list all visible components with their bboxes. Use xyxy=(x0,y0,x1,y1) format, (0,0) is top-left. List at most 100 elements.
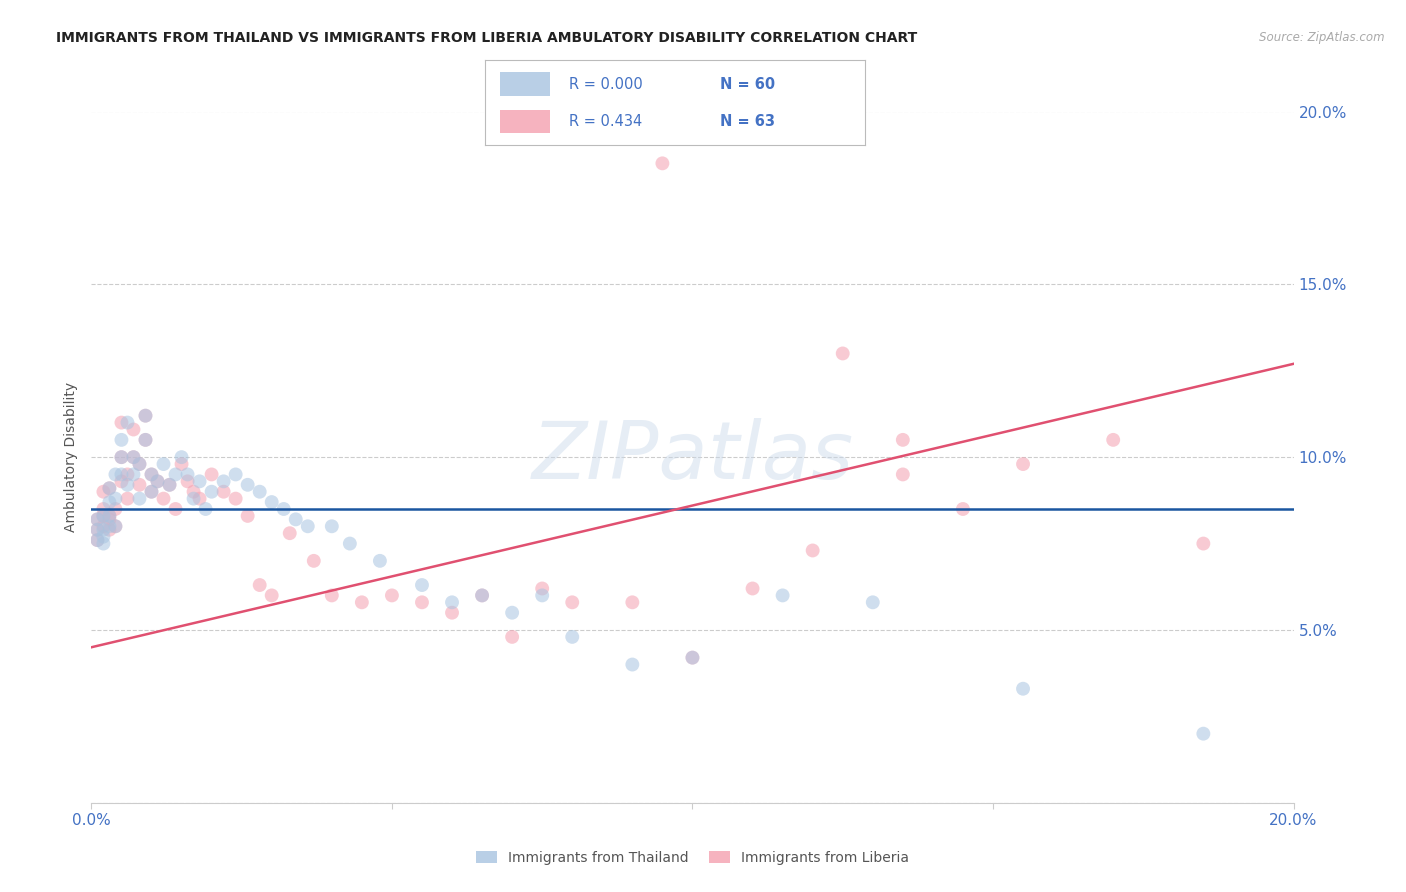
Point xyxy=(122,423,145,437)
Point xyxy=(152,491,174,506)
Point xyxy=(122,450,145,465)
Point xyxy=(98,495,121,509)
Point xyxy=(1012,457,1035,471)
Point xyxy=(117,491,139,506)
Point xyxy=(284,512,307,526)
Point xyxy=(104,491,127,506)
Point xyxy=(134,433,156,447)
Legend: Immigrants from Thailand, Immigrants from Liberia: Immigrants from Thailand, Immigrants fro… xyxy=(475,851,910,865)
Point xyxy=(501,606,523,620)
Point xyxy=(141,467,163,482)
Point xyxy=(260,495,283,509)
Point xyxy=(194,502,217,516)
Point xyxy=(188,491,211,506)
Point xyxy=(339,536,361,550)
Point xyxy=(134,433,156,447)
Point xyxy=(368,554,391,568)
Point xyxy=(411,578,433,592)
Point xyxy=(152,457,174,471)
Point xyxy=(122,450,145,465)
Point xyxy=(225,491,247,506)
Point xyxy=(249,484,271,499)
Point xyxy=(110,467,132,482)
Point xyxy=(297,519,319,533)
Point xyxy=(146,475,169,489)
Point xyxy=(1192,726,1215,740)
Point xyxy=(212,475,235,489)
Point xyxy=(561,595,583,609)
Point xyxy=(381,589,404,603)
Point xyxy=(188,475,211,489)
Point xyxy=(159,478,181,492)
Point xyxy=(741,582,763,596)
Point xyxy=(273,502,295,516)
Point xyxy=(93,523,115,537)
Point xyxy=(93,508,115,523)
Point xyxy=(1102,433,1125,447)
Point xyxy=(122,467,145,482)
Y-axis label: Ambulatory Disability: Ambulatory Disability xyxy=(65,382,79,533)
Point xyxy=(891,433,914,447)
Point xyxy=(93,484,115,499)
Point xyxy=(170,450,193,465)
Point xyxy=(321,519,343,533)
Point xyxy=(104,519,127,533)
Point xyxy=(110,433,132,447)
Point xyxy=(176,475,198,489)
Point xyxy=(236,478,259,492)
Point xyxy=(117,416,139,430)
Point xyxy=(93,530,115,544)
Point xyxy=(110,450,132,465)
Point xyxy=(128,491,150,506)
Point xyxy=(891,467,914,482)
Text: IMMIGRANTS FROM THAILAND VS IMMIGRANTS FROM LIBERIA AMBULATORY DISABILITY CORREL: IMMIGRANTS FROM THAILAND VS IMMIGRANTS F… xyxy=(56,31,918,45)
Point xyxy=(302,554,325,568)
Point xyxy=(471,589,494,603)
Point xyxy=(117,467,139,482)
Point xyxy=(128,457,150,471)
Point xyxy=(183,484,205,499)
Point xyxy=(225,467,247,482)
FancyBboxPatch shape xyxy=(501,110,550,134)
Point xyxy=(831,346,853,360)
Point xyxy=(561,630,583,644)
Point xyxy=(176,467,198,482)
Point xyxy=(1012,681,1035,696)
Point xyxy=(93,536,115,550)
Point xyxy=(165,502,187,516)
Point xyxy=(86,533,108,548)
Point xyxy=(501,630,523,644)
Point xyxy=(952,502,974,516)
Point xyxy=(651,156,673,170)
Text: N = 60: N = 60 xyxy=(720,77,776,92)
Point xyxy=(128,457,150,471)
Point xyxy=(141,484,163,499)
Text: N = 63: N = 63 xyxy=(720,114,776,129)
Point xyxy=(621,657,644,672)
Point xyxy=(104,519,127,533)
Point xyxy=(110,416,132,430)
Point xyxy=(98,508,121,523)
Point xyxy=(170,457,193,471)
Point xyxy=(128,478,150,492)
Point xyxy=(134,409,156,423)
Point xyxy=(86,533,108,548)
Point xyxy=(440,595,463,609)
Point xyxy=(681,650,703,665)
Point xyxy=(110,475,132,489)
Point xyxy=(621,595,644,609)
Point xyxy=(98,481,121,495)
Point xyxy=(681,650,703,665)
Point xyxy=(471,589,494,603)
Text: R = 0.000: R = 0.000 xyxy=(568,77,643,92)
Point xyxy=(110,450,132,465)
Point xyxy=(159,478,181,492)
Point xyxy=(86,512,108,526)
Point xyxy=(165,467,187,482)
Point xyxy=(531,589,554,603)
Point xyxy=(440,606,463,620)
Point xyxy=(183,491,205,506)
Point xyxy=(201,484,224,499)
Point xyxy=(86,512,108,526)
Point xyxy=(146,475,169,489)
